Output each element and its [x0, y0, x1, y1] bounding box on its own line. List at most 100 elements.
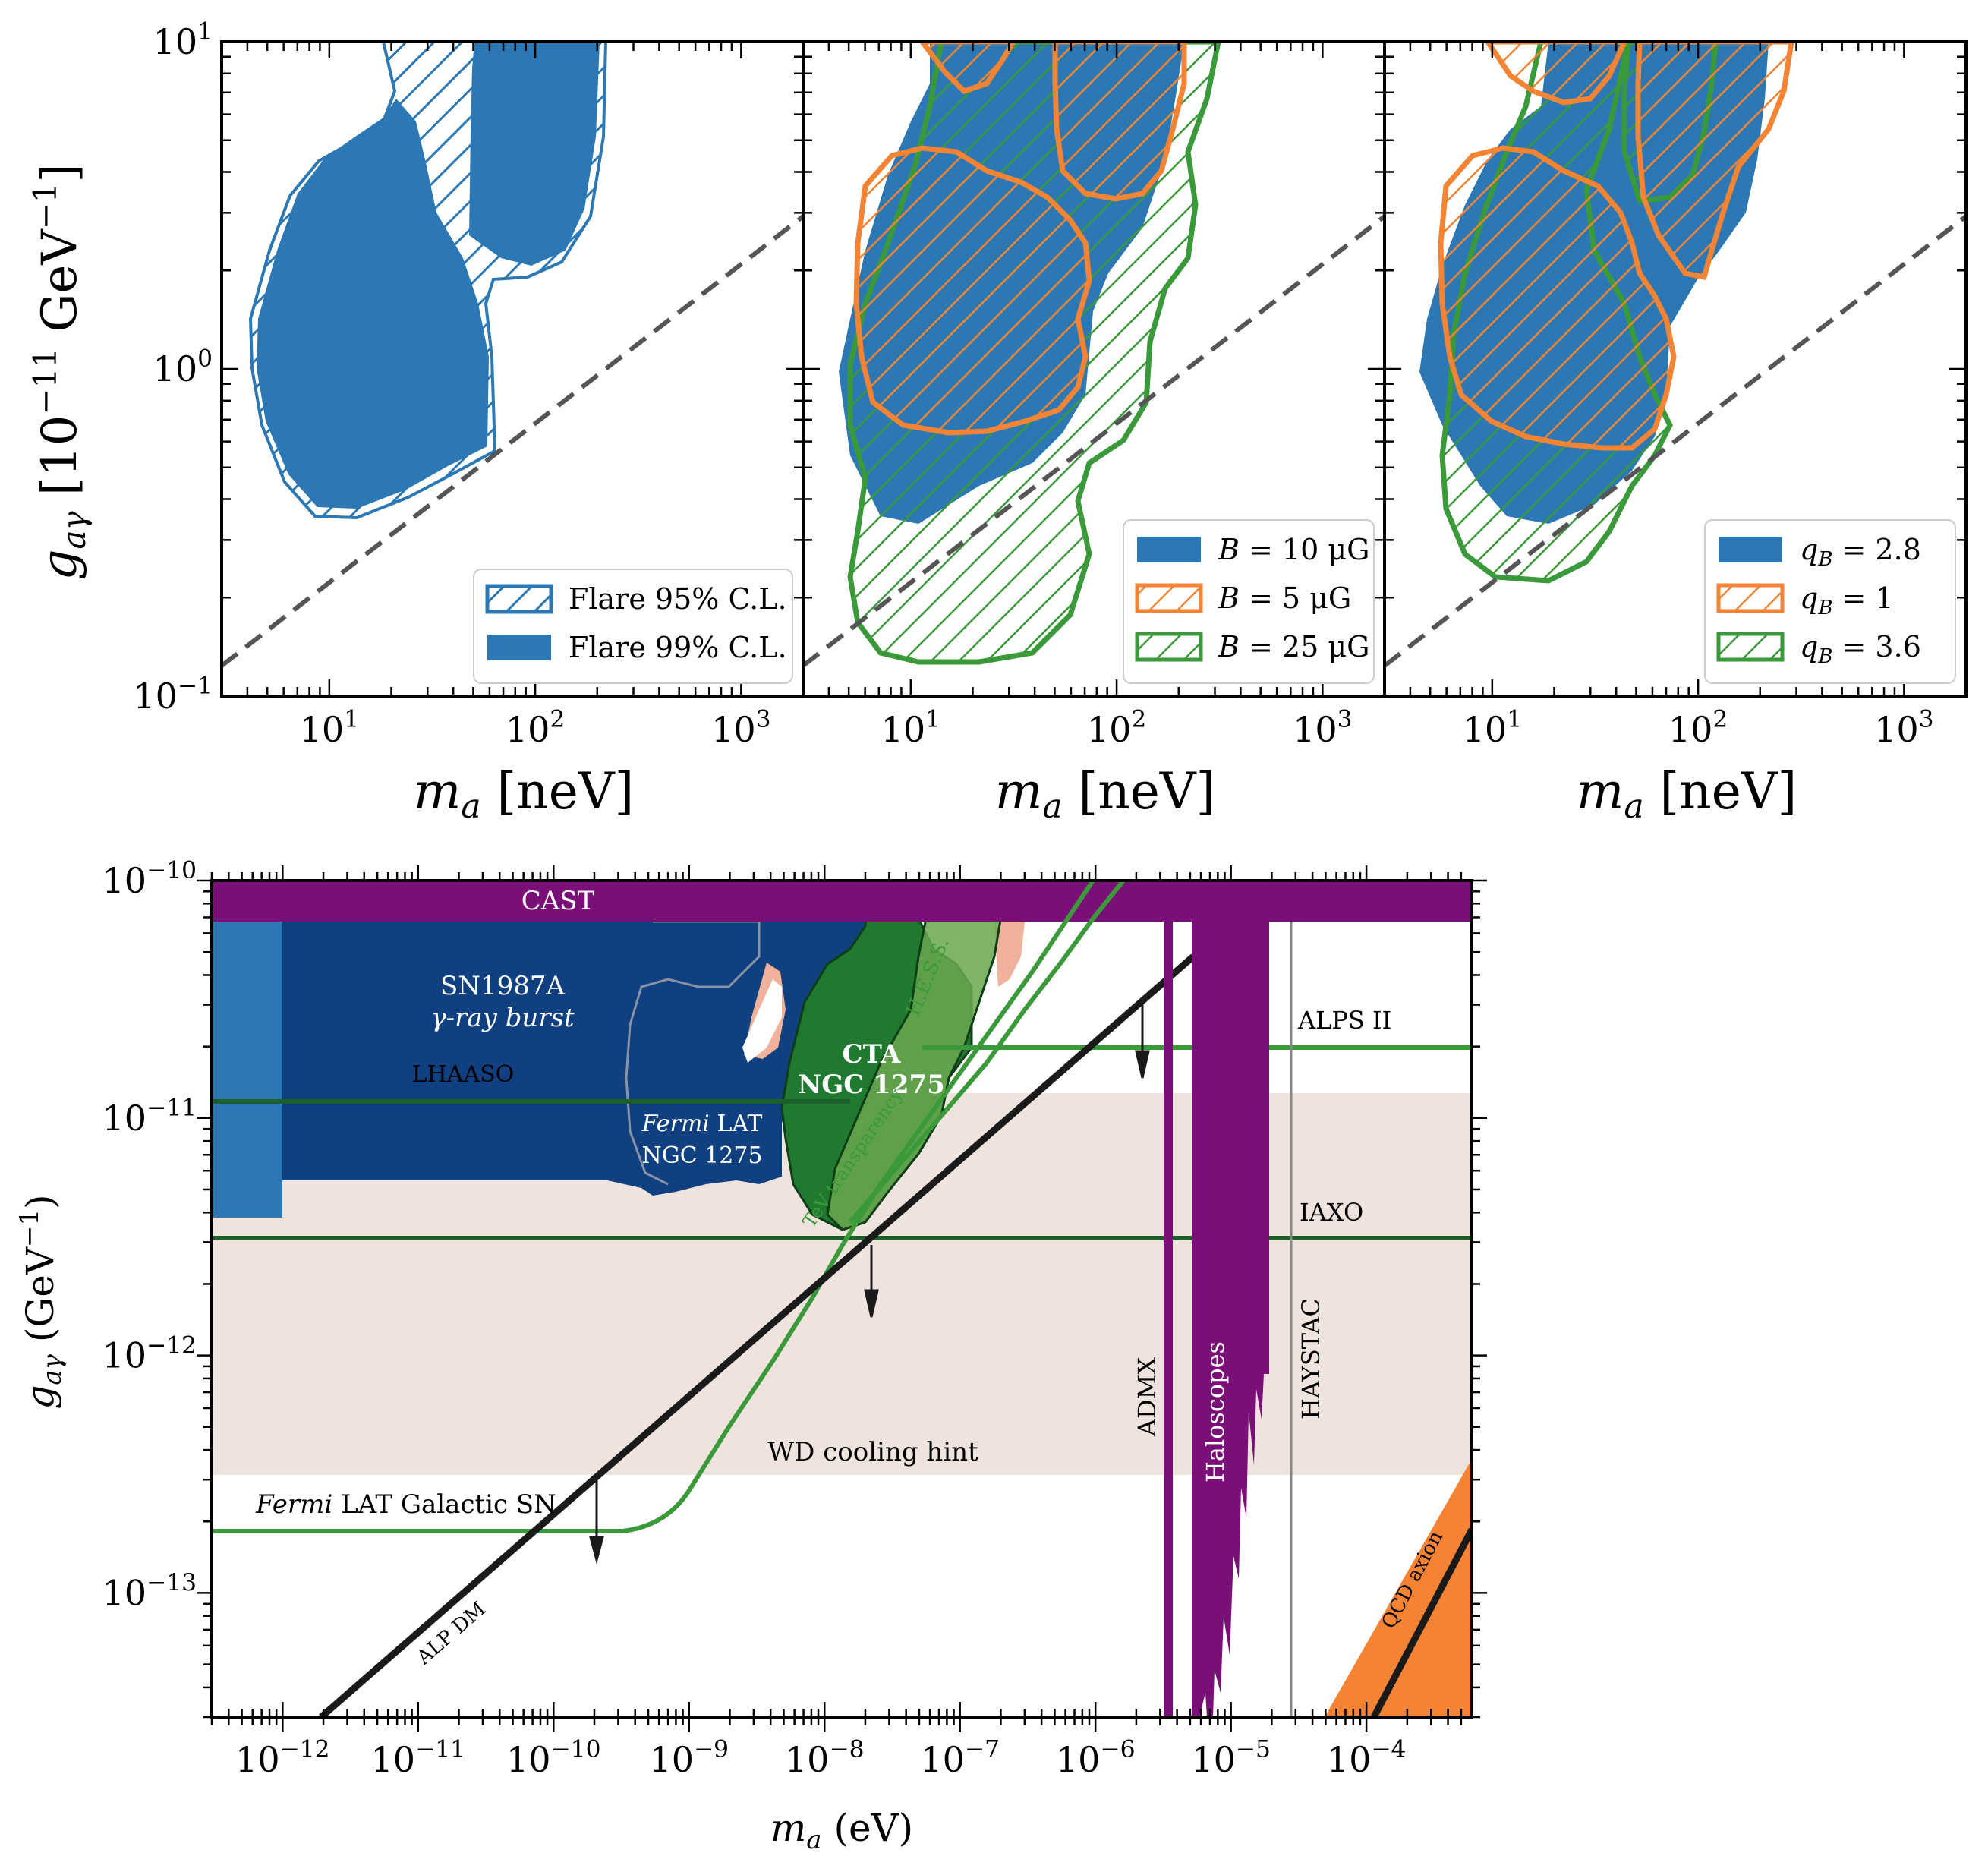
- x-tick-label: 10−6: [1056, 1736, 1136, 1780]
- admx-bar: [1164, 922, 1173, 1717]
- qcd-axion-line: [1371, 1527, 1472, 1717]
- b5-region-top: [918, 42, 1017, 95]
- reference-dashed-line: [222, 214, 803, 668]
- legend-label: Flare 95% C.L.: [569, 582, 787, 616]
- y-axis-label: gaγ [10−11 GeV−1]: [27, 164, 93, 581]
- x-tick-label: 103: [711, 706, 770, 750]
- alps-label: ALPS II: [1297, 1006, 1391, 1035]
- fermi-galactic-sn-curve: [212, 881, 1095, 1533]
- cta-label-1: CTA: [843, 1039, 902, 1070]
- x-tick-label: 10−10: [506, 1736, 601, 1780]
- y-tick-label: 10−12: [102, 1331, 197, 1375]
- iaxo-label: IAXO: [1300, 1198, 1363, 1227]
- sn1987a-label-2: γ-ray burst: [430, 1003, 575, 1033]
- fermi-ngc1275-region: [282, 922, 873, 1196]
- q1-region-top: [1484, 42, 1627, 106]
- fermi-lat-label: Fermi LAT: [641, 1111, 763, 1137]
- bottom-x-axis-label: ma (eV): [770, 1806, 913, 1855]
- sn1987a-label-1: SN1987A: [440, 971, 566, 1001]
- x-tick-label: 103: [1293, 706, 1352, 750]
- alp-dm-line: [319, 953, 1196, 1717]
- lhaaso-label: LHAASO: [412, 1061, 515, 1088]
- x-tick-label: 10−5: [1191, 1736, 1271, 1780]
- b5-region-upper: [1052, 42, 1187, 202]
- legend-swatch: [1716, 632, 1785, 662]
- x-tick-label: 10−11: [371, 1736, 466, 1780]
- x-tick-label: 103: [1874, 706, 1933, 750]
- fermi-galactic-label: Fermi LAT Galactic SN: [255, 1489, 556, 1520]
- legend-swatch: [1137, 537, 1201, 562]
- tev-transparency-curve: [848, 881, 1126, 1224]
- x-axis-label: ma [neV]: [414, 762, 635, 826]
- wd-label: WD cooling hint: [767, 1437, 978, 1467]
- cta-label-2: NGC 1275: [798, 1070, 945, 1100]
- qcd-axion-band: [1325, 1459, 1472, 1717]
- x-tick-label: 10−4: [1327, 1736, 1407, 1780]
- b5-region-lower: [853, 145, 1092, 436]
- legend: Flare 95% C.L. Flare 99% C.L.: [473, 569, 793, 684]
- y-tick-label: 10−13: [102, 1569, 197, 1613]
- haloscopes-region: [1192, 922, 1269, 1717]
- x-tick-label: 101: [1463, 706, 1522, 750]
- y-tick-label: 10−11: [102, 1094, 197, 1138]
- alp-dm-label: ALP DM: [412, 1598, 490, 1670]
- legend-swatch: [487, 635, 551, 660]
- reference-dashed-line: [1385, 214, 1966, 668]
- y-tick-label: 100: [153, 345, 213, 389]
- legend-swatch: [1135, 632, 1203, 662]
- bottom-panel-frame: [210, 879, 1473, 1719]
- legend-box: [473, 569, 793, 684]
- panel-bottom: [212, 881, 1472, 1717]
- legend-swatch: [1716, 583, 1785, 613]
- y-tick-label: 101: [153, 18, 213, 62]
- fermi-ngc1275-outline: [625, 920, 761, 1186]
- top-panel-axes-2: 101 102 103 ma [neV] B = 10 μG B = 5 μG B = 25…: [802, 40, 1386, 826]
- legend-label: qB = 1: [1800, 581, 1894, 619]
- flare-99-region: [257, 99, 489, 509]
- legend: B = 10 μG B = 5 μG B = 25 μG: [1123, 519, 1375, 684]
- legend-label: B = 25 μG: [1218, 630, 1369, 663]
- flare-99-region-upper: [469, 42, 600, 266]
- x-tick-label: 10−9: [649, 1736, 729, 1780]
- y-tick-label: 10−1: [133, 673, 213, 717]
- legend-label: qB = 3.6: [1800, 630, 1921, 668]
- panel-top-right: [1385, 42, 1966, 668]
- legend-label: qB = 2.8: [1800, 533, 1921, 571]
- haloscopes-label: Haloscopes: [1201, 1341, 1230, 1483]
- haystac-label: HAYSTAC: [1296, 1298, 1325, 1420]
- panel-top-middle: [803, 42, 1385, 668]
- fermi-ngc-label: NGC 1275: [641, 1142, 762, 1169]
- legend-swatch: [1135, 583, 1203, 613]
- legend-label: B = 10 μG: [1218, 533, 1369, 566]
- legend-swatch: [485, 584, 553, 614]
- bottom-y-axis-label: gaγ (GeV−1): [14, 1194, 68, 1409]
- x-tick-label: 10−7: [920, 1736, 1000, 1780]
- x-tick-label: 10−8: [785, 1736, 865, 1780]
- y-tick-label: 10−10: [102, 857, 197, 901]
- q1-region-lower: [1438, 145, 1677, 451]
- legend-label: B = 5 μG: [1218, 581, 1351, 615]
- x-axis-label: ma [neV]: [1577, 762, 1797, 826]
- x-axis-label: ma [neV]: [995, 762, 1216, 826]
- hess-region: [826, 881, 1011, 1231]
- white-hole: [742, 979, 782, 1063]
- x-tick-label: 102: [1087, 706, 1146, 750]
- q1-region-upper: [1635, 42, 1794, 281]
- limit-arrows: [589, 1000, 1150, 1565]
- legend: qB = 2.8 qB = 1 qB = 3.6: [1704, 519, 1956, 684]
- x-tick-label: 10−12: [235, 1736, 330, 1780]
- x-tick-label: 101: [881, 706, 940, 750]
- legend-swatch: [1719, 537, 1782, 562]
- panel-top-left: [222, 42, 803, 668]
- x-tick-label: 102: [506, 706, 565, 750]
- sn1987a-strip: [212, 922, 282, 1218]
- legend-label: Flare 99% C.L.: [569, 631, 787, 664]
- cast-bar: [212, 881, 1472, 922]
- admx-label: ADMX: [1133, 1357, 1161, 1438]
- salmon-region-right: [994, 922, 1025, 987]
- reference-dashed-line: [803, 214, 1385, 668]
- top-panel-axes-1: 101 102 103 ma [neV] 10−1 100 101 gaγ [10−11 Ge…: [27, 18, 805, 826]
- cast-label: CAST: [521, 886, 595, 916]
- x-tick-label: 101: [300, 706, 359, 750]
